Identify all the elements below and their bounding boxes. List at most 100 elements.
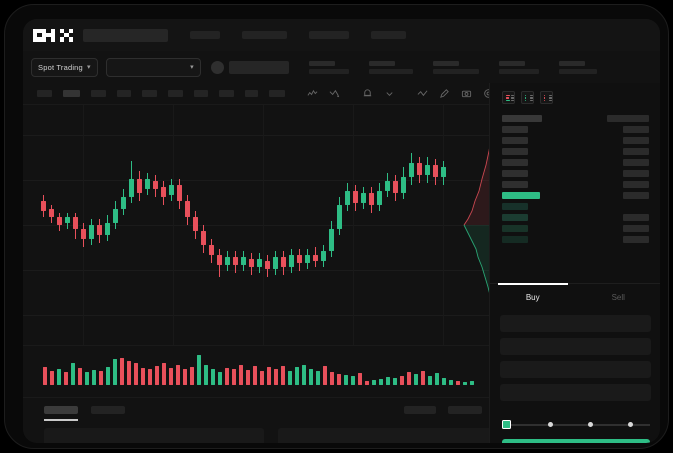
candle — [81, 105, 86, 345]
volume-bar — [141, 368, 145, 385]
amount-percent-slider[interactable] — [502, 419, 650, 431]
candle-body — [81, 229, 86, 239]
orderbook-row[interactable] — [490, 146, 660, 157]
orderbook-row[interactable] — [490, 135, 660, 146]
candle-body — [345, 191, 350, 205]
candle — [425, 105, 430, 345]
volume-bar — [127, 361, 131, 385]
price-field[interactable] — [500, 338, 651, 355]
logo-pixel — [59, 37, 65, 42]
orderbook-row[interactable] — [490, 157, 660, 168]
orderbook-row[interactable] — [490, 113, 660, 124]
tab-buy[interactable]: Buy — [490, 283, 576, 311]
bottom-action-2[interactable] — [448, 406, 482, 414]
timeframe-button-3[interactable] — [117, 90, 131, 97]
candle-body — [329, 229, 334, 251]
camera-icon[interactable] — [461, 88, 472, 99]
orderbook-row[interactable] — [490, 212, 660, 223]
nav-item-1[interactable] — [190, 31, 220, 39]
volume-bar — [225, 368, 229, 385]
timeframe-button-9[interactable] — [269, 90, 285, 97]
timeframe-button-4[interactable] — [142, 90, 157, 97]
orderbook-row[interactable] — [490, 179, 660, 190]
tab-open-orders[interactable] — [44, 406, 78, 414]
slider-stop[interactable] — [628, 422, 634, 427]
spot-trading-selector[interactable]: Spot Trading ▾ — [31, 57, 98, 77]
order-type-field[interactable] — [500, 315, 651, 332]
orderbook-price-cell — [502, 170, 528, 177]
slider-handle[interactable] — [502, 420, 511, 429]
trading-pair-select[interactable]: ▾ — [105, 57, 201, 77]
place-order-button[interactable] — [502, 439, 650, 443]
orderbook-row[interactable] — [490, 124, 660, 135]
volume-bar — [400, 376, 404, 385]
orderbook-panel: Buy Sell — [489, 83, 660, 443]
candle — [193, 105, 198, 345]
timeframe-button-0[interactable] — [37, 90, 52, 97]
total-field[interactable] — [500, 384, 651, 401]
stat-label — [558, 60, 585, 66]
orderbook-price-cell — [502, 214, 528, 221]
orderbook-row[interactable] — [490, 223, 660, 234]
okx-logo[interactable] — [33, 28, 73, 42]
orderbook-mode-bids[interactable] — [521, 91, 534, 104]
orderbook-mode-both[interactable] — [502, 91, 515, 104]
logo-pixel — [68, 28, 73, 33]
amount-field[interactable] — [500, 361, 651, 378]
search-input[interactable] — [83, 28, 168, 42]
orderbook-row[interactable] — [490, 168, 660, 179]
pencil-icon[interactable] — [439, 88, 450, 99]
candle — [313, 105, 318, 345]
candle-body — [273, 257, 278, 269]
volume-bar — [64, 372, 68, 385]
volume-histogram[interactable] — [23, 345, 503, 397]
candle — [113, 105, 118, 345]
slider-stop[interactable] — [588, 422, 594, 427]
line-style-icon[interactable] — [417, 88, 428, 99]
candle-body — [417, 163, 422, 175]
timeframe-button-2[interactable] — [91, 90, 106, 97]
nav-item-3[interactable] — [309, 31, 349, 39]
candle-body — [49, 209, 54, 217]
timeframe-button-1[interactable] — [63, 90, 80, 97]
candle-body — [265, 261, 270, 269]
candle-body — [297, 255, 302, 263]
chevron-down-icon: ▾ — [190, 63, 194, 71]
compare-icon[interactable] — [329, 88, 340, 99]
candle — [385, 105, 390, 345]
slider-stop[interactable] — [548, 422, 554, 427]
candle — [89, 105, 94, 345]
volume-bar — [274, 369, 278, 385]
timeframe-button-6[interactable] — [194, 90, 208, 97]
orderbook-price-cell — [502, 159, 528, 166]
orderbook-both-icon — [505, 94, 510, 97]
orderbook-both-icon — [505, 99, 510, 102]
orderbook-row[interactable] — [490, 234, 660, 245]
candle-body — [209, 245, 214, 255]
candle — [361, 105, 366, 345]
orderbook-row[interactable] — [490, 201, 660, 212]
volume-bar — [246, 370, 250, 385]
orderbook-row[interactable] — [490, 190, 660, 201]
nav-item-2[interactable] — [242, 31, 287, 39]
indicators-icon[interactable] — [307, 88, 318, 99]
timeframe-button-5[interactable] — [168, 90, 183, 97]
alert-icon[interactable] — [362, 88, 373, 99]
chevron-down-icon[interactable] — [384, 88, 395, 99]
candle-body — [393, 181, 398, 193]
tab-sell[interactable]: Sell — [576, 284, 661, 311]
timeframe-button-7[interactable] — [219, 90, 234, 97]
candle — [321, 105, 326, 345]
bottom-panel-right — [278, 428, 493, 443]
bottom-action-1[interactable] — [404, 406, 436, 414]
volume-bar — [148, 369, 152, 385]
candle-body — [241, 257, 246, 265]
candle-body — [281, 257, 286, 267]
tab-order-history[interactable] — [91, 406, 125, 414]
timeframe-button-8[interactable] — [245, 90, 258, 97]
nav-item-4[interactable] — [371, 31, 406, 39]
orderbook-mode-asks[interactable] — [540, 91, 553, 104]
candle — [289, 105, 294, 345]
candlestick-chart[interactable] — [23, 105, 503, 345]
